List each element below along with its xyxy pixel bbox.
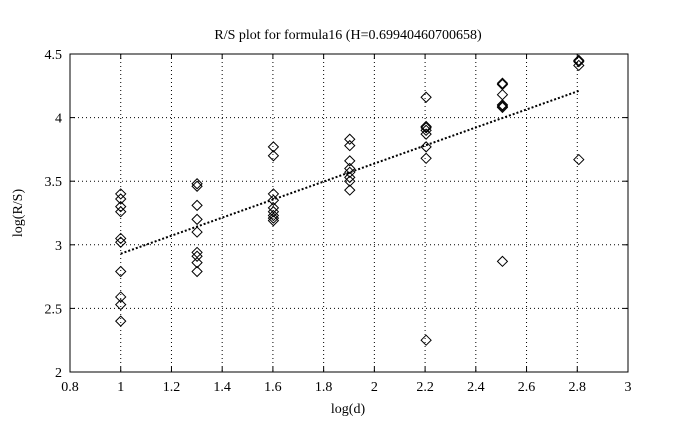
plot-frame [69,53,629,373]
data-point-diamond [191,180,203,192]
data-point-diamond [573,55,585,68]
data-point-diamond [115,265,127,278]
data-point-diamond [344,155,356,167]
x-tick-label: 2.6 [518,380,536,395]
x-tick-label: 3 [625,380,632,395]
data-point-diamond [191,250,203,262]
data-point-diamond [420,128,432,140]
data-point-diamond [420,120,432,133]
data-point-diamond [344,133,356,145]
data-point-diamond [267,202,280,214]
data-point-diamond [267,150,280,162]
chart-title: R/S plot for formula16 (H=0.699404607006… [214,28,482,43]
data-point-diamond [191,256,203,269]
data-point-diamond [115,188,127,200]
data-point-diamond [344,162,356,175]
data-point-diamond [191,226,203,238]
x-axis-label: log(d) [331,402,366,417]
data-point-diamond [115,298,127,311]
data-point-diamond [191,178,203,190]
data-point-diamond [420,122,432,134]
x-tick-label: 1.6 [264,380,282,395]
x-tick-label: 0.8 [61,380,79,395]
data-point-diamond [267,212,280,224]
data-point-diamond [496,101,509,114]
y-tick-label: 4 [55,112,62,127]
data-point-diamond [573,54,585,67]
data-point-diamond [496,99,509,111]
data-point-diamond [115,291,127,303]
data-point-diamond [191,265,203,278]
data-point-diamond [191,199,203,212]
data-point-diamond [420,141,432,153]
data-point-diamond [191,213,203,226]
x-tick-label: 1.8 [315,380,333,395]
data-point-diamond [496,88,509,101]
y-tick-label: 4.5 [45,48,63,63]
data-point-diamond [191,246,203,259]
data-point-diamond [420,91,432,103]
y-tick-label: 3.5 [45,175,63,190]
data-point-diamond [344,184,356,196]
data-point-diamond [115,206,127,218]
data-point-diamond [420,152,432,165]
data-point-diamond [573,153,585,166]
x-tick-label: 1 [117,380,124,395]
data-point-diamond [420,334,432,346]
x-tick-label: 1.4 [213,380,231,395]
data-point-diamond [344,139,356,152]
data-point-diamond [496,100,509,112]
x-tick-label: 2.2 [416,380,434,395]
y-tick-label: 2 [55,366,62,381]
y-axis-label: log(R/S) [11,189,26,238]
data-point-diamond [115,232,127,245]
data-point-diamond [344,171,356,184]
x-tick-label: 2 [371,380,378,395]
plot-border [69,53,629,373]
data-point-diamond [267,141,280,153]
data-point-diamond [115,315,127,327]
x-tick-label: 1.2 [163,380,181,395]
data-point-diamond [115,200,127,213]
grid-layer [70,54,628,372]
data-point-diamond [267,214,280,227]
data-point-diamond [496,78,509,91]
y-tick-label: 3 [55,239,62,254]
data-point-diamond [496,77,509,89]
marker-layer [115,54,585,346]
tick-layer: 0.8 1 1.2 1.4 1.6 1.8 2 2.2 2.4 2.6 2.8 3 2 2.5 3 3.5 4 4… [45,48,632,395]
y-tick-label: 2.5 [45,302,63,317]
data-point-diamond [267,194,280,206]
data-point-diamond [496,255,509,268]
data-point-diamond [267,188,280,200]
x-tick-label: 2.4 [467,380,485,395]
x-tick-label: 2.8 [569,380,587,395]
data-point-diamond [115,193,127,205]
